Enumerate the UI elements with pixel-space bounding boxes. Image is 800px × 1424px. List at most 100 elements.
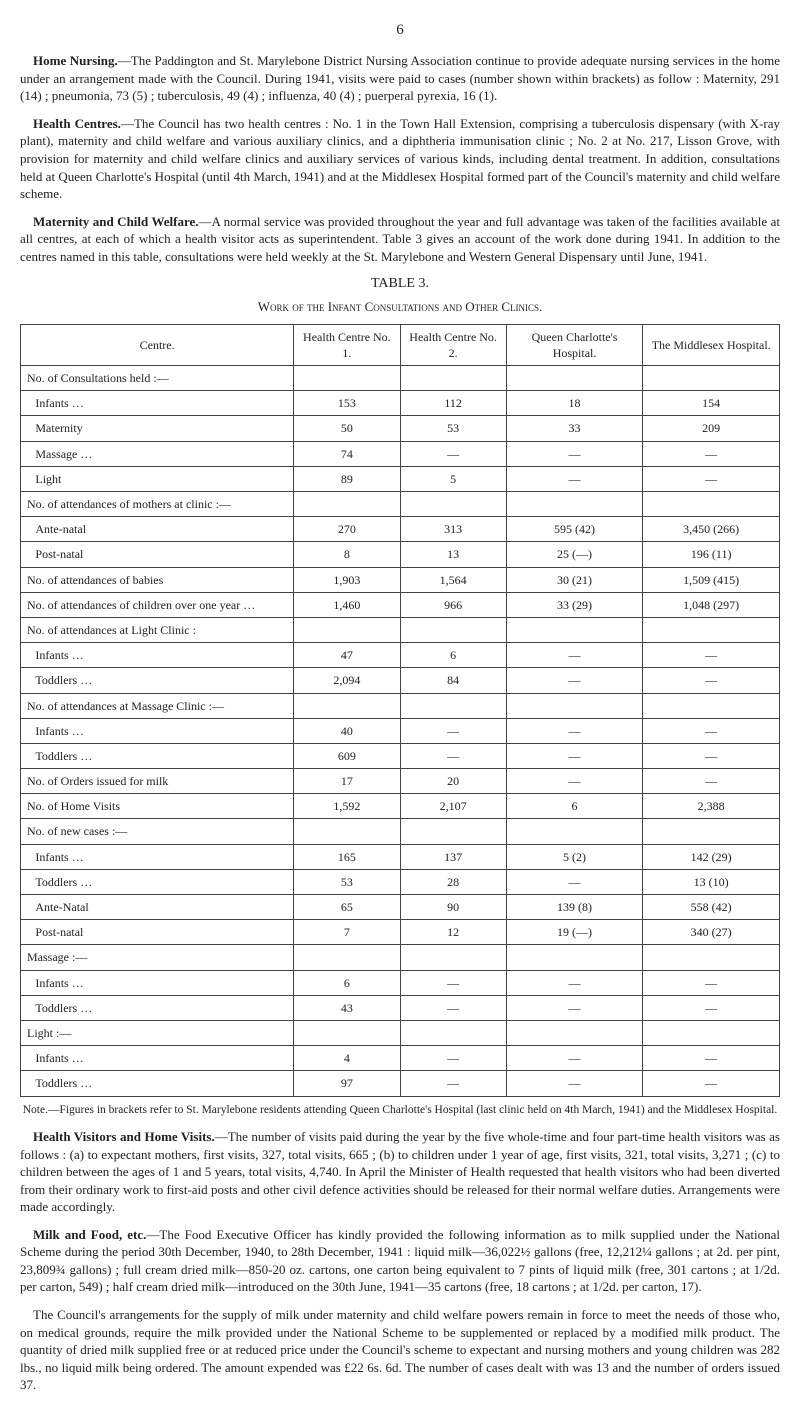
row-cell: 165: [294, 844, 400, 869]
row-cell: 142 (29): [643, 844, 780, 869]
col-header: Queen Charlotte's Hospital.: [506, 324, 643, 365]
row-cell: 8: [294, 542, 400, 567]
row-cell: [506, 945, 643, 970]
row-cell: [643, 945, 780, 970]
row-cell: —: [643, 970, 780, 995]
row-cell: —: [643, 466, 780, 491]
row-cell: 53: [400, 416, 506, 441]
table-group-header: No. of attendances of mothers at clinic …: [21, 492, 780, 517]
row-cell: 65: [294, 895, 400, 920]
row-cell: [294, 819, 400, 844]
row-cell: 17: [294, 769, 400, 794]
table-row: Toddlers …43———: [21, 995, 780, 1020]
row-cell: [400, 492, 506, 517]
table-row: Toddlers …97———: [21, 1071, 780, 1096]
row-cell: 2,094: [294, 668, 400, 693]
row-cell: —: [506, 869, 643, 894]
table-row: No. of attendances of babies1,9031,56430…: [21, 567, 780, 592]
heading-maternity: Maternity and Child Welfare.: [33, 214, 199, 229]
row-cell: [294, 617, 400, 642]
row-cell: —: [643, 718, 780, 743]
row-cell: —: [643, 1046, 780, 1071]
page-number: 6: [20, 20, 780, 40]
para-maternity: Maternity and Child Welfare.—A normal se…: [20, 213, 780, 266]
data-table: Centre. Health Centre No. 1. Health Cent…: [20, 324, 780, 1097]
col-header: Health Centre No. 2.: [400, 324, 506, 365]
row-cell: 7: [294, 920, 400, 945]
row-cell: 43: [294, 995, 400, 1020]
row-cell: —: [643, 643, 780, 668]
row-label: Toddlers …: [21, 668, 294, 693]
table-row: Infants …6———: [21, 970, 780, 995]
row-cell: 12: [400, 920, 506, 945]
row-cell: —: [506, 441, 643, 466]
table-row: Maternity505333209: [21, 416, 780, 441]
row-cell: [400, 366, 506, 391]
row-cell: [294, 1020, 400, 1045]
row-cell: 97: [294, 1071, 400, 1096]
row-cell: [643, 819, 780, 844]
table-row: Massage …74———: [21, 441, 780, 466]
row-cell: 1,509 (415): [643, 567, 780, 592]
row-cell: 18: [506, 391, 643, 416]
row-cell: 196 (11): [643, 542, 780, 567]
row-cell: —: [506, 970, 643, 995]
table-row: Toddlers …5328—13 (10): [21, 869, 780, 894]
row-cell: [506, 617, 643, 642]
table-row: Light895——: [21, 466, 780, 491]
row-cell: 558 (42): [643, 895, 780, 920]
row-cell: [400, 1020, 506, 1045]
row-cell: 28: [400, 869, 506, 894]
table-row: Post-natal71219 (—)340 (27): [21, 920, 780, 945]
table-row: No. of attendances of children over one …: [21, 592, 780, 617]
row-cell: 2,107: [400, 794, 506, 819]
table-row: Ante-Natal6590139 (8)558 (42): [21, 895, 780, 920]
row-cell: —: [643, 1071, 780, 1096]
table-group-header: Light :—: [21, 1020, 780, 1045]
row-label: Infants …: [21, 391, 294, 416]
row-cell: 40: [294, 718, 400, 743]
table-row: Post-natal81325 (—)196 (11): [21, 542, 780, 567]
row-cell: 112: [400, 391, 506, 416]
row-label: Maternity: [21, 416, 294, 441]
row-cell: 153: [294, 391, 400, 416]
row-cell: [506, 819, 643, 844]
row-cell: —: [400, 441, 506, 466]
row-cell: 966: [400, 592, 506, 617]
row-cell: —: [400, 1046, 506, 1071]
row-cell: —: [506, 1046, 643, 1071]
row-cell: 154: [643, 391, 780, 416]
heading-home-nursing: Home Nursing.: [33, 53, 118, 68]
row-cell: —: [400, 1071, 506, 1096]
row-cell: [643, 492, 780, 517]
row-label: No. of Orders issued for milk: [21, 769, 294, 794]
row-cell: 6: [400, 643, 506, 668]
row-cell: 5 (2): [506, 844, 643, 869]
table-header-row: Centre. Health Centre No. 1. Health Cent…: [21, 324, 780, 365]
row-cell: 89: [294, 466, 400, 491]
row-label: No. of Home Visits: [21, 794, 294, 819]
row-cell: 19 (—): [506, 920, 643, 945]
row-cell: [643, 617, 780, 642]
row-cell: 270: [294, 517, 400, 542]
row-cell: 313: [400, 517, 506, 542]
row-cell: 1,048 (297): [643, 592, 780, 617]
table-row: Infants …1651375 (2)142 (29): [21, 844, 780, 869]
row-label: Ante-Natal: [21, 895, 294, 920]
row-cell: 50: [294, 416, 400, 441]
row-cell: —: [400, 970, 506, 995]
row-cell: —: [643, 441, 780, 466]
row-cell: 53: [294, 869, 400, 894]
para-home-nursing: Home Nursing.—The Paddington and St. Mar…: [20, 52, 780, 105]
row-cell: 2,388: [643, 794, 780, 819]
row-cell: —: [400, 743, 506, 768]
table-row: Ante-natal270313595 (42)3,450 (266): [21, 517, 780, 542]
row-cell: [294, 366, 400, 391]
row-label: Infants …: [21, 643, 294, 668]
col-header: The Middlesex Hospital.: [643, 324, 780, 365]
row-cell: [643, 366, 780, 391]
row-cell: 30 (21): [506, 567, 643, 592]
row-cell: —: [506, 718, 643, 743]
col-header: Health Centre No. 1.: [294, 324, 400, 365]
body-health-centres: —The Council has two health centres : No…: [20, 116, 780, 201]
